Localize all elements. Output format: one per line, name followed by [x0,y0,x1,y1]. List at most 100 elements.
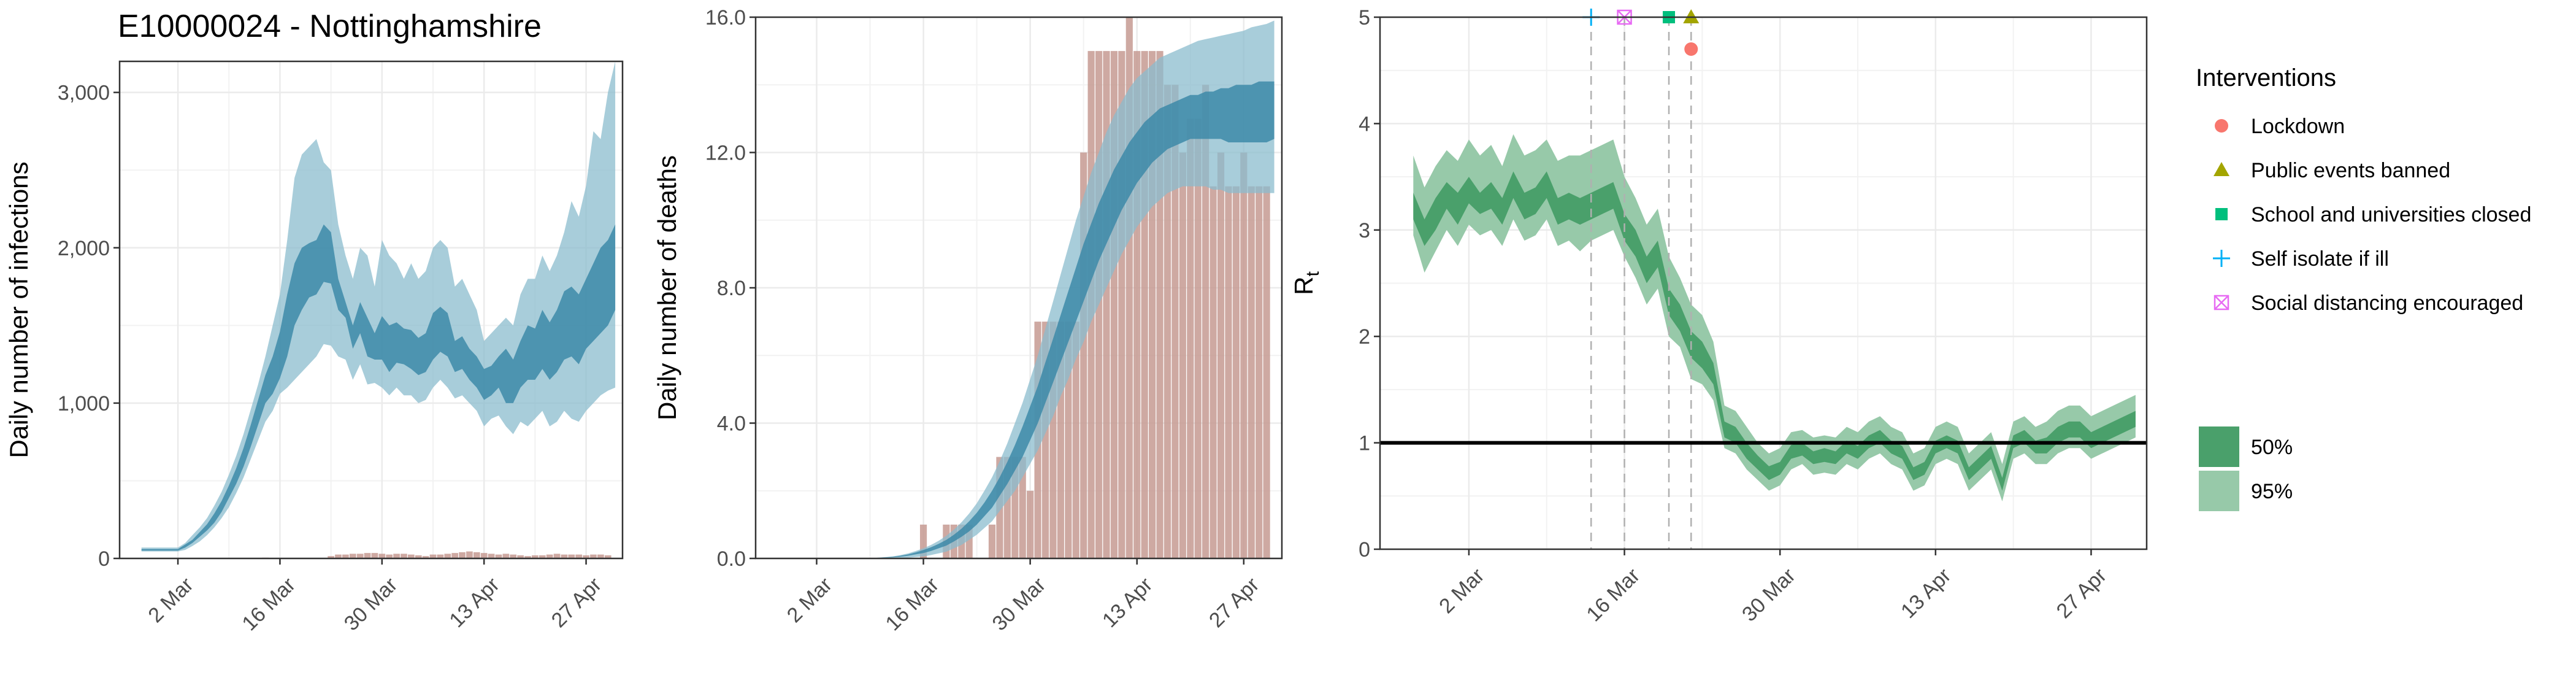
y-tick-label: 5 [1359,6,1370,29]
intervention-marker [1683,9,1700,23]
data-bar [422,556,429,558]
legend-label: Self isolate if ill [2251,247,2389,271]
data-bar [1072,322,1079,558]
legend: Interventions Lockdown Public events banne… [2196,64,2531,511]
data-bar [1027,490,1034,558]
data-bar [1187,118,1194,558]
y-tick-label: 8.0 [717,277,746,300]
data-bar [590,554,597,558]
y-axis-title: Daily number of infections [4,161,33,458]
x-tick-label: 27 Apr [1205,573,1263,632]
legend-label: 50% [2251,436,2293,459]
data-bar [1149,51,1156,558]
data-bar [415,555,422,558]
y-tick-label: 16.0 [705,6,746,29]
y-axis-title-text: Daily number of deaths [653,155,681,420]
data-bar [1248,186,1255,558]
ci50-band [141,224,616,551]
data-bar [1003,457,1011,558]
ci95-band [1413,134,2136,501]
data-bar [1240,152,1248,558]
data-bar [1110,51,1118,558]
legend-title: Interventions [2196,64,2336,91]
data-bar [473,552,480,558]
x-tick-label: 30 Mar [1738,564,1800,627]
data-bar [335,554,342,558]
y-tick-label: 0 [1359,538,1370,561]
x-tick-label: 13 Apr [1098,573,1157,632]
plot-border [1379,16,2148,550]
data-bar [437,554,444,558]
legend-marker [2214,162,2229,176]
data-bar [1065,322,1072,558]
x-tick-label: 27 Apr [2052,564,2111,623]
x-tick-label: 16 Mar [237,573,300,636]
data-bar [1217,152,1225,558]
legend-label: Social distancing encouraged [2251,291,2523,315]
y-tick-label: 12.0 [705,142,746,165]
data-bar [1019,457,1026,558]
data-bar [495,554,502,558]
data-bar [1057,322,1064,558]
data-bar [342,554,349,558]
rt-panel: 0 1 2 3 4 5 2 Mar 16 Mar 30 Mar 13 Apr 27 Apr Rt [1289,6,2148,627]
y-tick-label: 2 [1359,325,1370,349]
data-bar [919,524,927,558]
y-axis-title: Daily number of deaths [653,155,681,420]
data-bar [583,555,589,558]
data-bar [1209,186,1217,558]
data-bar [356,554,364,558]
figure-title: E10000024 - Nottinghamshire [118,9,542,44]
x-tick-label: 16 Mar [881,573,943,636]
data-bar [1080,152,1087,558]
y-tick-label: 1,000 [58,392,110,415]
x-tick-label: 13 Apr [445,573,504,632]
data-bar [524,556,531,558]
ci50-band [1413,171,2136,491]
y-tick-label: 0.0 [717,547,746,571]
data-bar [1179,152,1186,558]
y-tick-label: 2,000 [58,237,110,260]
y-tick-label: 3 [1359,219,1370,242]
intervention-marker [1684,42,1698,56]
legend-marker [2213,250,2230,267]
data-bar [488,554,495,558]
data-bar [401,554,407,558]
infections-panel: 0 1,000 2,000 3,000 2 Mar 16 Mar 30 Mar 13 Apr 2… [4,60,624,636]
data-bar [378,554,386,558]
data-bar [459,552,466,558]
data-bar [1255,186,1263,558]
y-axis-title: Rt [1289,271,1323,295]
deaths-panel: 0.0 4.0 8.0 12.0 16.0 2 Mar 16 Mar 30 Mar 13 Apr… [653,6,1283,636]
data-bar [451,553,459,558]
data-bar [1263,186,1270,558]
legend-label: 95% [2251,480,2293,503]
legend-swatch [2199,426,2239,467]
y-tick-label: 1 [1359,432,1370,455]
data-bar [575,554,583,558]
data-bar [1118,51,1125,558]
y-tick-label: 4 [1359,112,1370,136]
y-tick-label: 4.0 [717,412,746,436]
data-bar [1156,51,1163,558]
data-bar [1225,186,1232,558]
data-bar [480,553,488,558]
data-bar [965,524,973,558]
y-tick-label: 3,000 [58,82,110,105]
x-tick-label: 2 Mar [783,573,837,627]
data-bar [349,554,356,558]
ci50-band [778,81,1275,558]
data-bar [1141,51,1148,558]
data-bar [561,554,568,558]
plot-border [118,60,624,560]
data-bar [1125,17,1133,558]
data-bar [568,554,575,558]
data-bar [393,554,400,558]
data-bar [510,554,517,558]
x-tick-label: 27 Apr [547,573,606,632]
data-bar [1163,85,1171,558]
x-tick-label: 13 Apr [1896,564,1955,623]
y-axis-title-text: R [1289,277,1318,295]
data-bar [532,555,539,558]
x-tick-label: 30 Mar [988,573,1051,636]
